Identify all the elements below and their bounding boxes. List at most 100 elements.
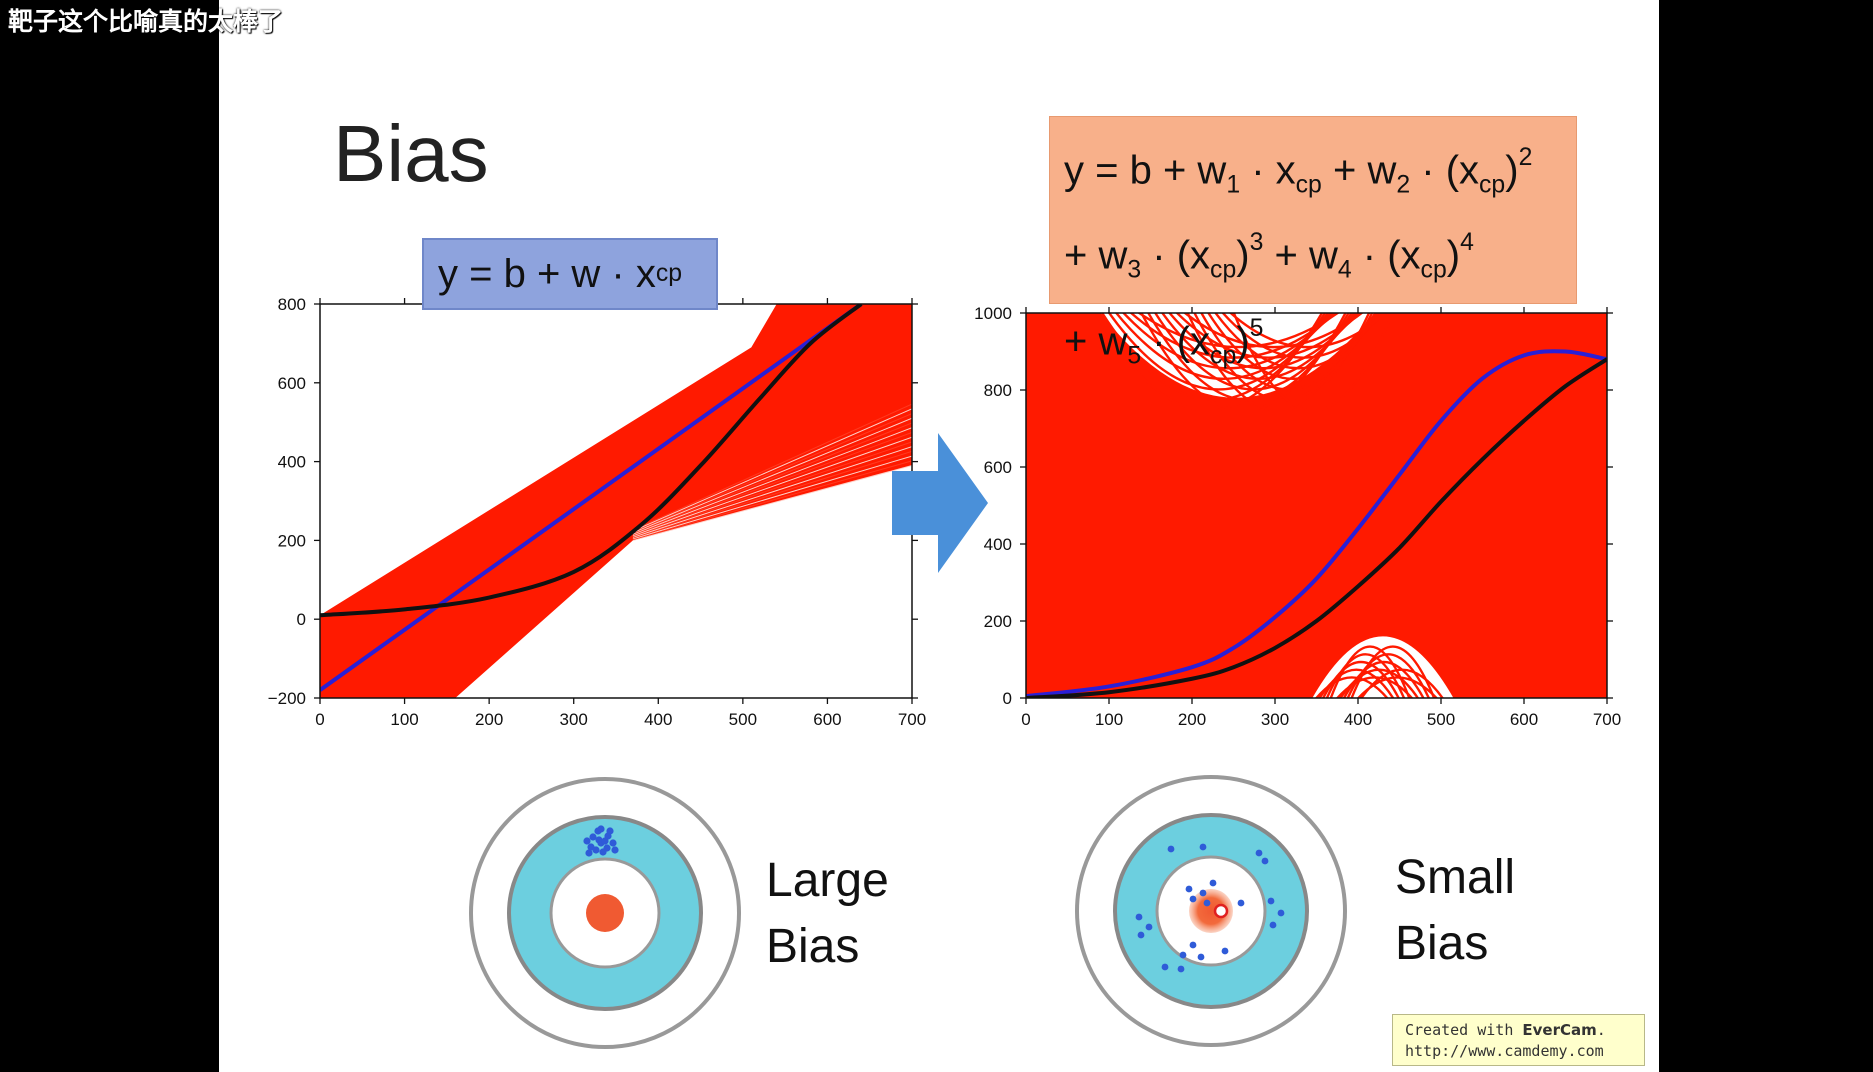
right-model-curve <box>1318 668 1395 698</box>
right-model-band <box>1026 313 1607 698</box>
shot-dot <box>1161 963 1169 971</box>
left-model-line <box>632 455 912 540</box>
shot-dot <box>1185 885 1193 893</box>
shot-dot <box>1267 897 1275 905</box>
right-model-curve <box>1232 313 1394 412</box>
right-model-curve <box>1321 661 1400 698</box>
left-model-line <box>632 408 912 532</box>
right-y-tick-label: 0 <box>1003 689 1012 708</box>
right-model-curve <box>1229 313 1388 349</box>
bullseye-icon <box>1189 889 1233 933</box>
lecture-slide: Bias 0 100 200 300 400 500 600 700 −200 0 200 400 60… <box>219 0 1659 1072</box>
shot-dot <box>1189 941 1197 949</box>
right-x-tick-label: 200 <box>1178 710 1206 729</box>
shot-dot <box>606 827 614 835</box>
shot-dot <box>589 833 597 841</box>
shot-dot <box>1199 889 1207 897</box>
left-model-line <box>632 413 912 533</box>
right-model-curve <box>1346 653 1431 698</box>
left-model-line <box>632 431 912 536</box>
shot-dot <box>1145 923 1153 931</box>
linear-formula-sub: cp <box>655 260 683 287</box>
right-model-curve <box>1183 313 1364 349</box>
right-x-tick-label: 300 <box>1261 710 1289 729</box>
right-model-curve <box>1342 661 1425 698</box>
large-bias-label: Large Bias <box>766 854 889 973</box>
right-y-tick-label: 200 <box>984 612 1012 631</box>
linear-model-chart: 0 100 200 300 400 500 600 700 −200 0 200 400 600 800 <box>268 295 926 729</box>
target-small-bias <box>1075 775 1347 1047</box>
right-x-tick-label: 0 <box>1021 710 1030 729</box>
shot-dot <box>601 837 609 845</box>
shot-dot <box>1237 899 1245 907</box>
right-series-true-function <box>1026 357 1607 698</box>
left-y-tick-label: 200 <box>278 531 306 550</box>
poly-formula-line-2: + w3 · (xcp)3 + w4 · (xcp)4 <box>1064 229 1474 284</box>
shot-dot <box>1261 857 1269 865</box>
linear-formula-var: x <box>635 251 656 296</box>
right-y-tick-label: 600 <box>984 458 1012 477</box>
danmaku-comment: 靶子这个比喻真的太棒了 <box>8 7 284 36</box>
left-model-line <box>632 446 912 538</box>
left-x-tick-label: 300 <box>560 710 588 729</box>
target-large-bias <box>469 777 741 1049</box>
left-model-line <box>632 422 912 534</box>
left-model-line <box>632 465 912 541</box>
right-model-curve <box>1356 676 1438 698</box>
right-x-tick-label: 100 <box>1095 710 1123 729</box>
shot-dot <box>597 825 605 833</box>
right-model-curve <box>1137 313 1340 349</box>
right-model-curve <box>1339 668 1420 698</box>
left-model-line <box>632 441 912 537</box>
left-model-line <box>632 427 912 535</box>
shot-scatter <box>1135 843 1285 973</box>
shot-dot <box>611 846 619 854</box>
shot-dot <box>1199 843 1207 851</box>
shot-dot <box>1167 845 1175 853</box>
left-model-line <box>632 403 912 531</box>
shot-cluster <box>583 825 619 857</box>
shot-dot <box>583 837 591 845</box>
right-model-curve <box>1360 668 1444 698</box>
small-bias-label: Small Bias <box>1395 851 1516 970</box>
right-x-tick-label: 500 <box>1427 710 1455 729</box>
shot-dot <box>1189 895 1197 903</box>
right-model-curve <box>1114 313 1333 381</box>
left-series-average-model <box>320 304 863 692</box>
poly-formula-line-1: y = b + w1 · xcp + w2 · (xcp)2 <box>1064 144 1533 199</box>
left-model-line <box>632 460 912 541</box>
left-model-line <box>632 417 912 533</box>
left-model-line <box>632 436 912 537</box>
left-x-tick-label: 600 <box>813 710 841 729</box>
shot-dot <box>1255 849 1263 857</box>
left-model-line <box>632 450 912 539</box>
left-y-tick-label: 600 <box>278 374 306 393</box>
polynomial-model-chart: 0 100 200 300 400 500 600 700 0 200 400 600 800 1000 <box>974 304 1621 729</box>
shot-dot <box>1203 899 1211 907</box>
shot-dot <box>1197 953 1205 961</box>
shot-dot <box>599 848 607 856</box>
left-x-tick-label: 200 <box>475 710 503 729</box>
right-arrow-icon <box>892 433 988 573</box>
left-x-tick-label: 100 <box>390 710 418 729</box>
right-y-tick-label: 800 <box>984 381 1012 400</box>
right-model-curve <box>1168 313 1359 370</box>
right-model-curve <box>1335 676 1414 698</box>
shot-dot <box>1177 965 1185 973</box>
left-x-tick-label: 500 <box>729 710 757 729</box>
right-x-tick-label: 400 <box>1344 710 1372 729</box>
shot-dot <box>1277 909 1285 917</box>
left-x-tick-label: 700 <box>898 710 926 729</box>
left-x-tick-label: 400 <box>644 710 672 729</box>
bullseye-icon <box>586 894 624 932</box>
left-y-tick-label: 800 <box>278 295 306 314</box>
poly-formula-line-3: + w5 · (xcp)5 <box>1064 314 1264 369</box>
slide-title: Bias <box>333 109 489 198</box>
shot-dot <box>592 846 600 854</box>
polynomial-formula-box: y = b + w1 · xcp + w2 · (xcp)2 + w3 · (x… <box>1049 116 1577 369</box>
shot-dot <box>1269 921 1277 929</box>
right-y-tick-label: 1000 <box>974 304 1012 323</box>
shot-dot <box>1135 913 1143 921</box>
right-x-tick-label: 700 <box>1593 710 1621 729</box>
linear-formula-box: y = b + w · x cp <box>422 238 718 310</box>
